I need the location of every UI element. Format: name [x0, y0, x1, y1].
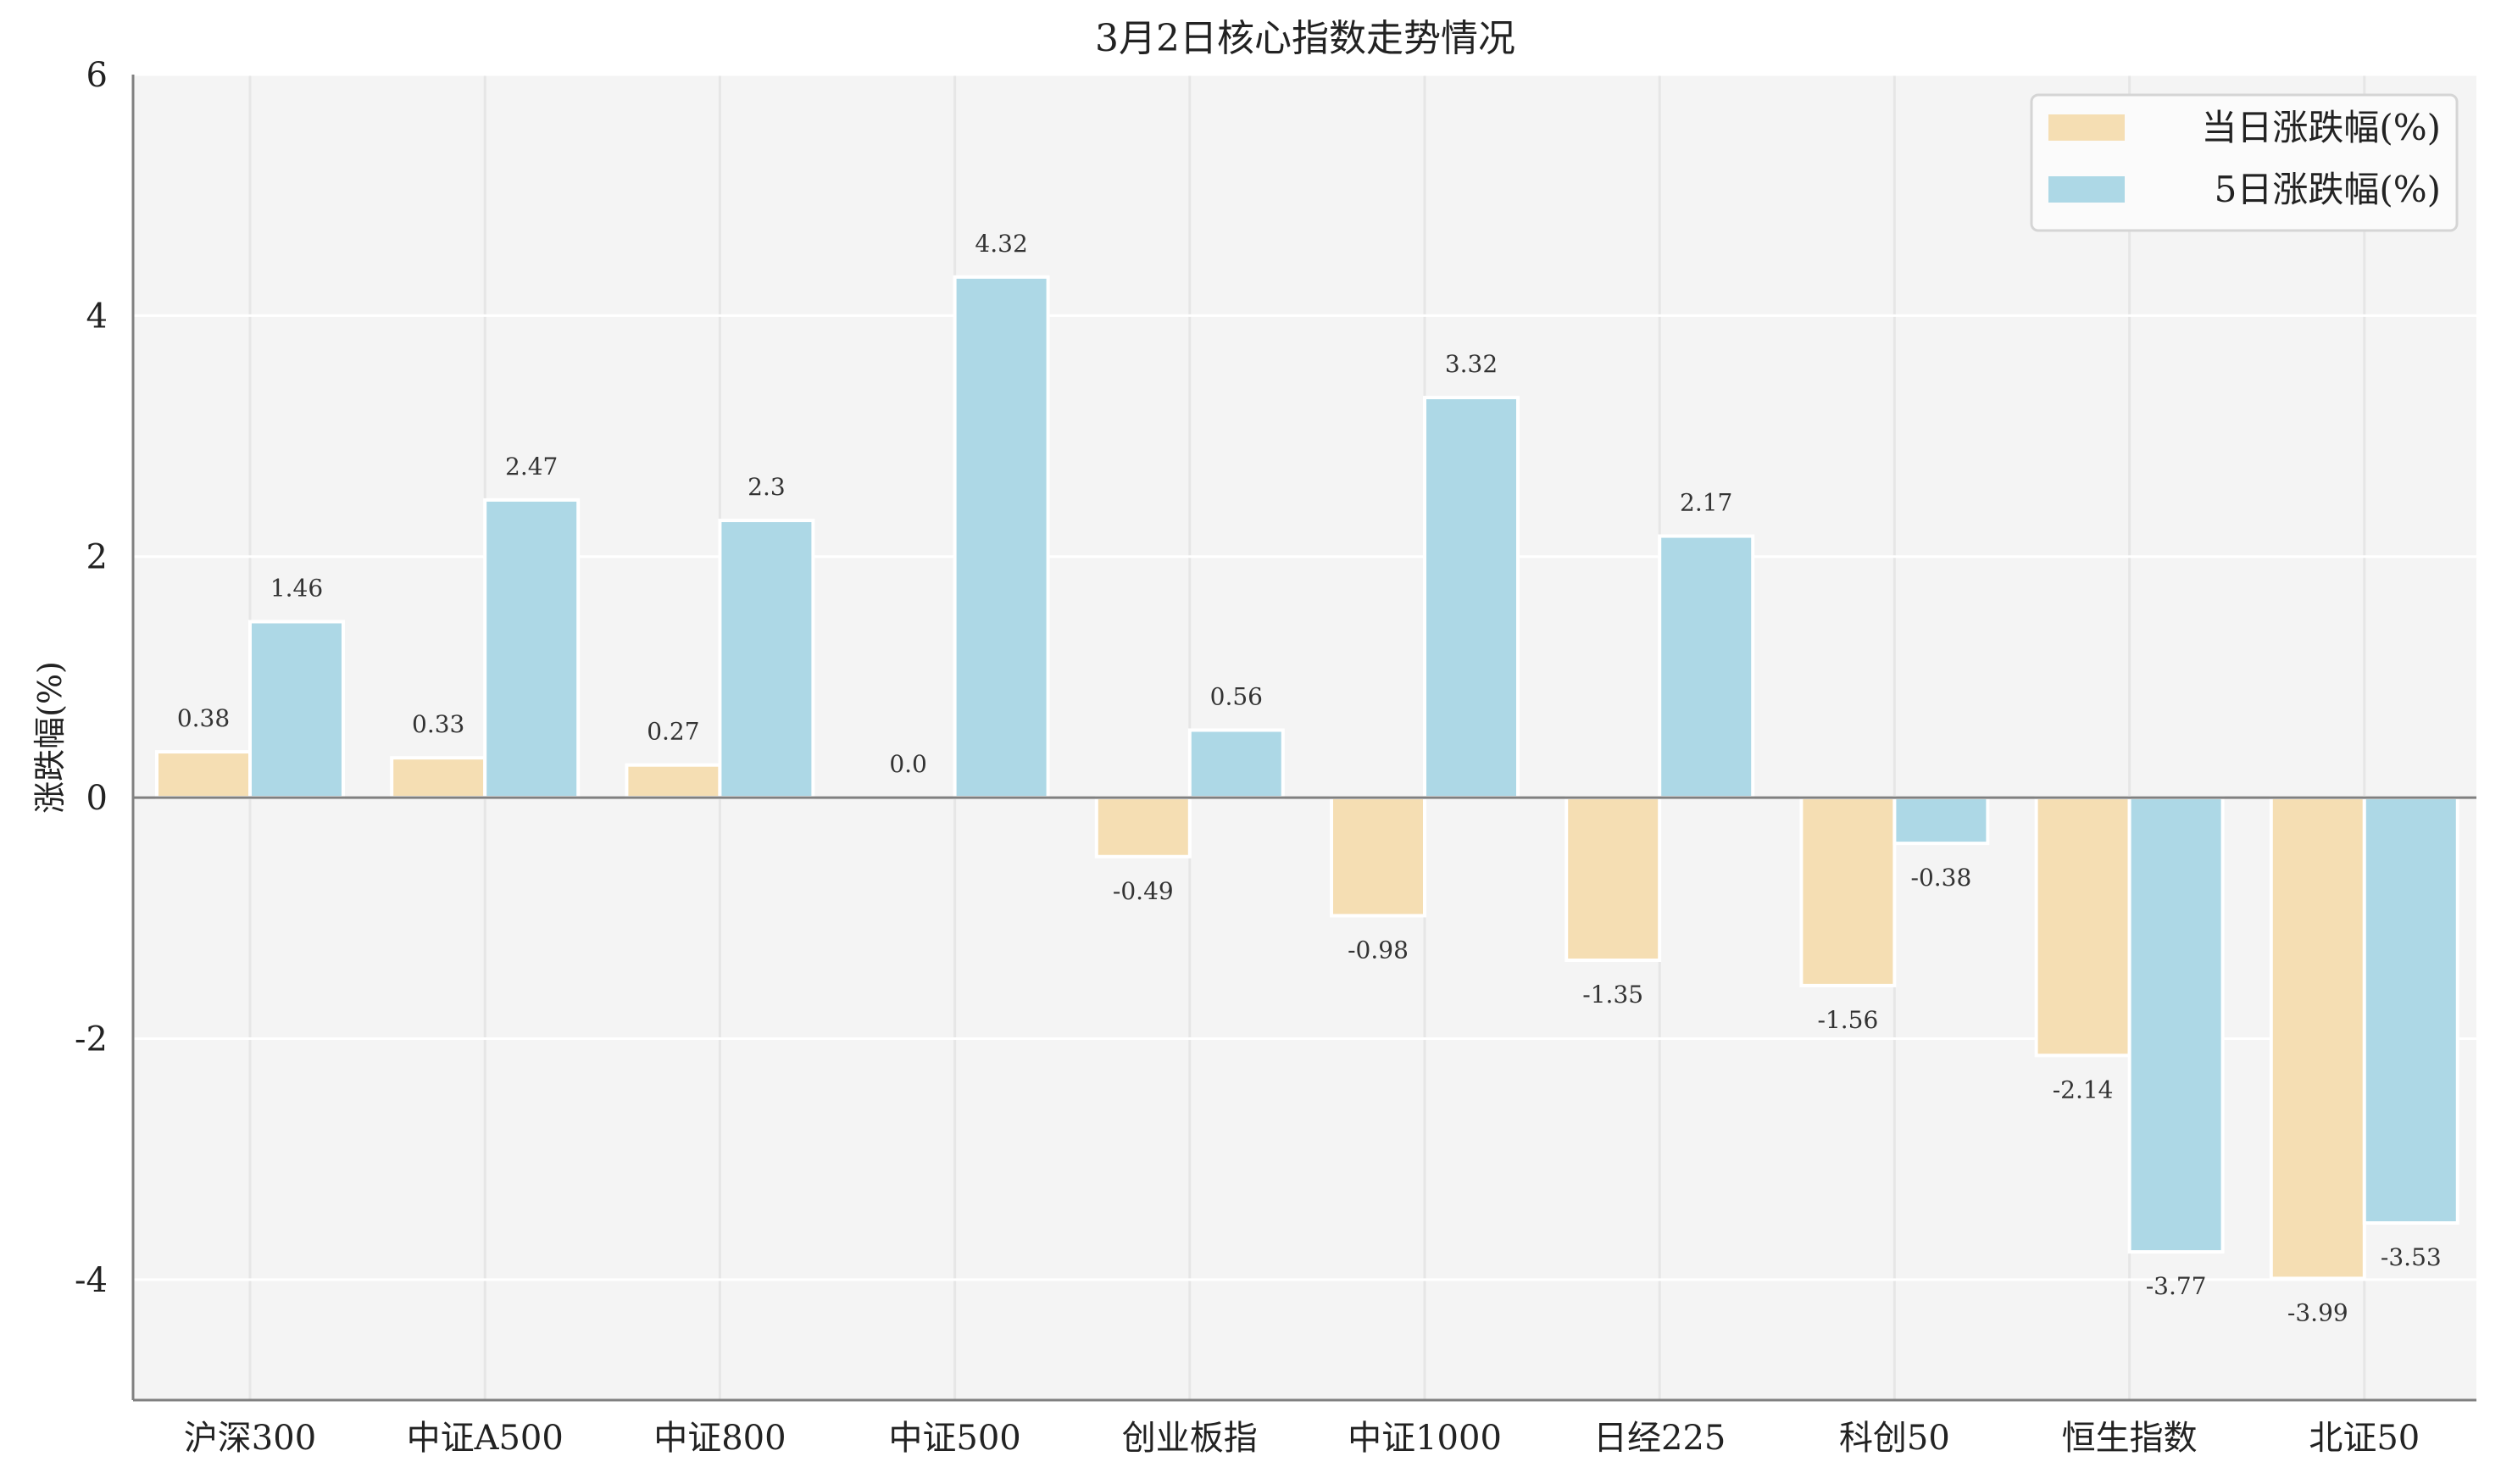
- bar-daily: [2269, 796, 2366, 1281]
- x-tick-label: 沪深300: [184, 1419, 316, 1458]
- x-tick-label: 中证1000: [1348, 1419, 1502, 1458]
- bar-5day: [953, 275, 1050, 800]
- y-axis: 6 4 2 0 -2 -4: [75, 56, 135, 1400]
- x-tick-label: 北证50: [2309, 1419, 2420, 1458]
- bar-5day: [1658, 534, 1755, 800]
- x-tick-label: 恒生指数: [2062, 1419, 2198, 1458]
- bar-5day: [2127, 796, 2225, 1254]
- data-label: -1.35: [1582, 981, 1643, 1009]
- bar-daily: [2034, 796, 2131, 1058]
- data-label: 2.47: [505, 453, 558, 481]
- bar-daily: [390, 756, 487, 800]
- y-tick-label: -2: [75, 1020, 108, 1059]
- data-label: 0.27: [647, 718, 699, 746]
- y-tick-label: 6: [86, 56, 108, 95]
- data-label: 1.46: [270, 575, 323, 603]
- data-label: 0.0: [889, 750, 927, 778]
- x-axis: 沪深300 中证A500 中证800 中证500 创业板指 中证1000 日经225 科创50…: [133, 1398, 2476, 1458]
- plot-area: 0.38 0.33 0.27 0.0 -0.49 -0.98 -1.35 -1.56 -2.14…: [133, 73, 2476, 1400]
- x-tick-label: 科创50: [1839, 1419, 1950, 1458]
- data-label: 3.32: [1445, 350, 1498, 378]
- bar-5day: [1423, 396, 1520, 800]
- y-tick-label: 4: [86, 297, 108, 336]
- x-tick-label: 创业板指: [1122, 1419, 1258, 1458]
- data-label: 0.56: [1210, 682, 1263, 710]
- bar-5day: [718, 519, 815, 800]
- bar-daily: [625, 763, 722, 800]
- y-tick-label: -4: [75, 1261, 108, 1300]
- legend-swatch-5day: [2048, 176, 2125, 203]
- bar-5day: [248, 620, 345, 800]
- data-label: -3.77: [2146, 1272, 2207, 1300]
- data-label: 2.3: [748, 473, 786, 501]
- legend: 当日涨跌幅(%) 5日涨跌幅(%): [2030, 93, 2459, 232]
- bar-5day: [1892, 796, 1990, 846]
- y-tick-label: 2: [86, 538, 108, 577]
- data-label: 0.33: [412, 710, 464, 738]
- data-label: -0.38: [1910, 864, 1971, 892]
- bar-5day: [1187, 728, 1285, 800]
- bar-daily: [1565, 796, 1662, 963]
- data-label: -3.99: [2287, 1298, 2348, 1326]
- data-label: -1.56: [1817, 1006, 1878, 1034]
- x-tick-label: 日经225: [1593, 1419, 1726, 1458]
- data-label: -3.53: [2381, 1243, 2442, 1271]
- data-label: 2.17: [1680, 489, 1732, 517]
- bar-daily: [1799, 796, 1897, 987]
- data-label: 4.32: [975, 230, 1027, 258]
- y-tick-label: 0: [86, 779, 108, 818]
- y-axis-label: 涨跌幅(%): [31, 661, 69, 814]
- legend-box: [2030, 93, 2459, 232]
- chart-title: 3月2日核心指数走势情况: [1095, 17, 1515, 60]
- legend-swatch-daily: [2048, 114, 2125, 141]
- data-label: -2.14: [2053, 1075, 2114, 1103]
- x-tick-label: 中证A500: [407, 1419, 564, 1458]
- bar-daily: [1094, 796, 1192, 859]
- bar-5day: [483, 497, 581, 800]
- data-label: 0.38: [177, 704, 230, 732]
- data-label: -0.49: [1113, 877, 1174, 905]
- bar-5day: [2362, 796, 2459, 1225]
- x-tick-label: 中证500: [888, 1419, 1020, 1458]
- data-label: -0.98: [1348, 936, 1409, 964]
- legend-label-daily: 当日涨跌幅(%): [2201, 107, 2441, 148]
- bar-daily: [155, 750, 252, 800]
- legend-label-5day: 5日涨跌幅(%): [2215, 169, 2441, 210]
- bar-daily: [1330, 796, 1426, 918]
- x-tick-label: 中证800: [653, 1419, 786, 1458]
